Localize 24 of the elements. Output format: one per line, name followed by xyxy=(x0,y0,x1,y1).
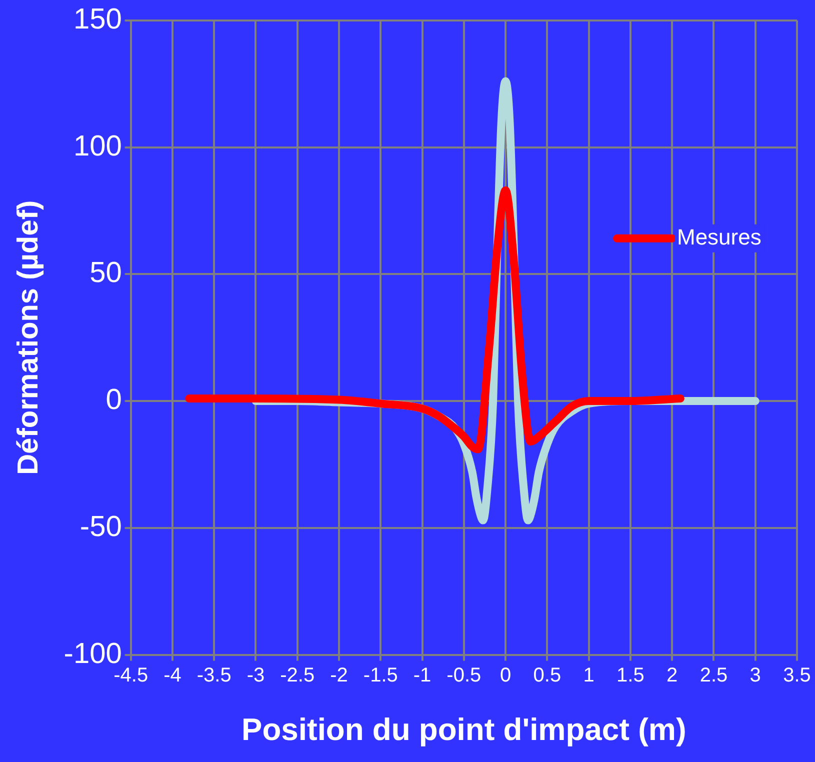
x-tick-label: 0.5 xyxy=(533,664,562,686)
x-tick-label: 0 xyxy=(500,664,512,686)
legend-label: Mesures xyxy=(677,224,762,250)
y-tick-label: 50 xyxy=(90,257,122,290)
y-tick-label: 150 xyxy=(73,3,122,36)
x-tick-label: -2.5 xyxy=(280,664,315,686)
x-axis-title: Position du point d'impact (m) xyxy=(242,712,686,747)
x-tick-label: -4 xyxy=(164,664,182,686)
x-tick-label: -0.5 xyxy=(446,664,482,686)
x-tick-label: 1.5 xyxy=(616,664,644,686)
x-tick-label: -1.5 xyxy=(363,664,398,686)
x-tick-label: -3 xyxy=(246,664,265,686)
x-tick-label: -1 xyxy=(413,664,432,686)
x-tick-label: 2.5 xyxy=(700,664,728,686)
x-tick-label: 1 xyxy=(583,664,594,686)
y-axis-title: Déformations (µdef) xyxy=(12,200,44,475)
x-tick-label: -3.5 xyxy=(196,664,232,686)
x-tick-label: -2 xyxy=(330,664,348,686)
x-tick-label: 2 xyxy=(666,664,678,686)
y-tick-label: 100 xyxy=(73,130,122,162)
x-tick-label: 3 xyxy=(750,664,761,686)
y-tick-label: 0 xyxy=(106,384,122,416)
y-tick-label: -50 xyxy=(80,510,122,543)
x-tick-label: 3.5 xyxy=(783,664,811,686)
